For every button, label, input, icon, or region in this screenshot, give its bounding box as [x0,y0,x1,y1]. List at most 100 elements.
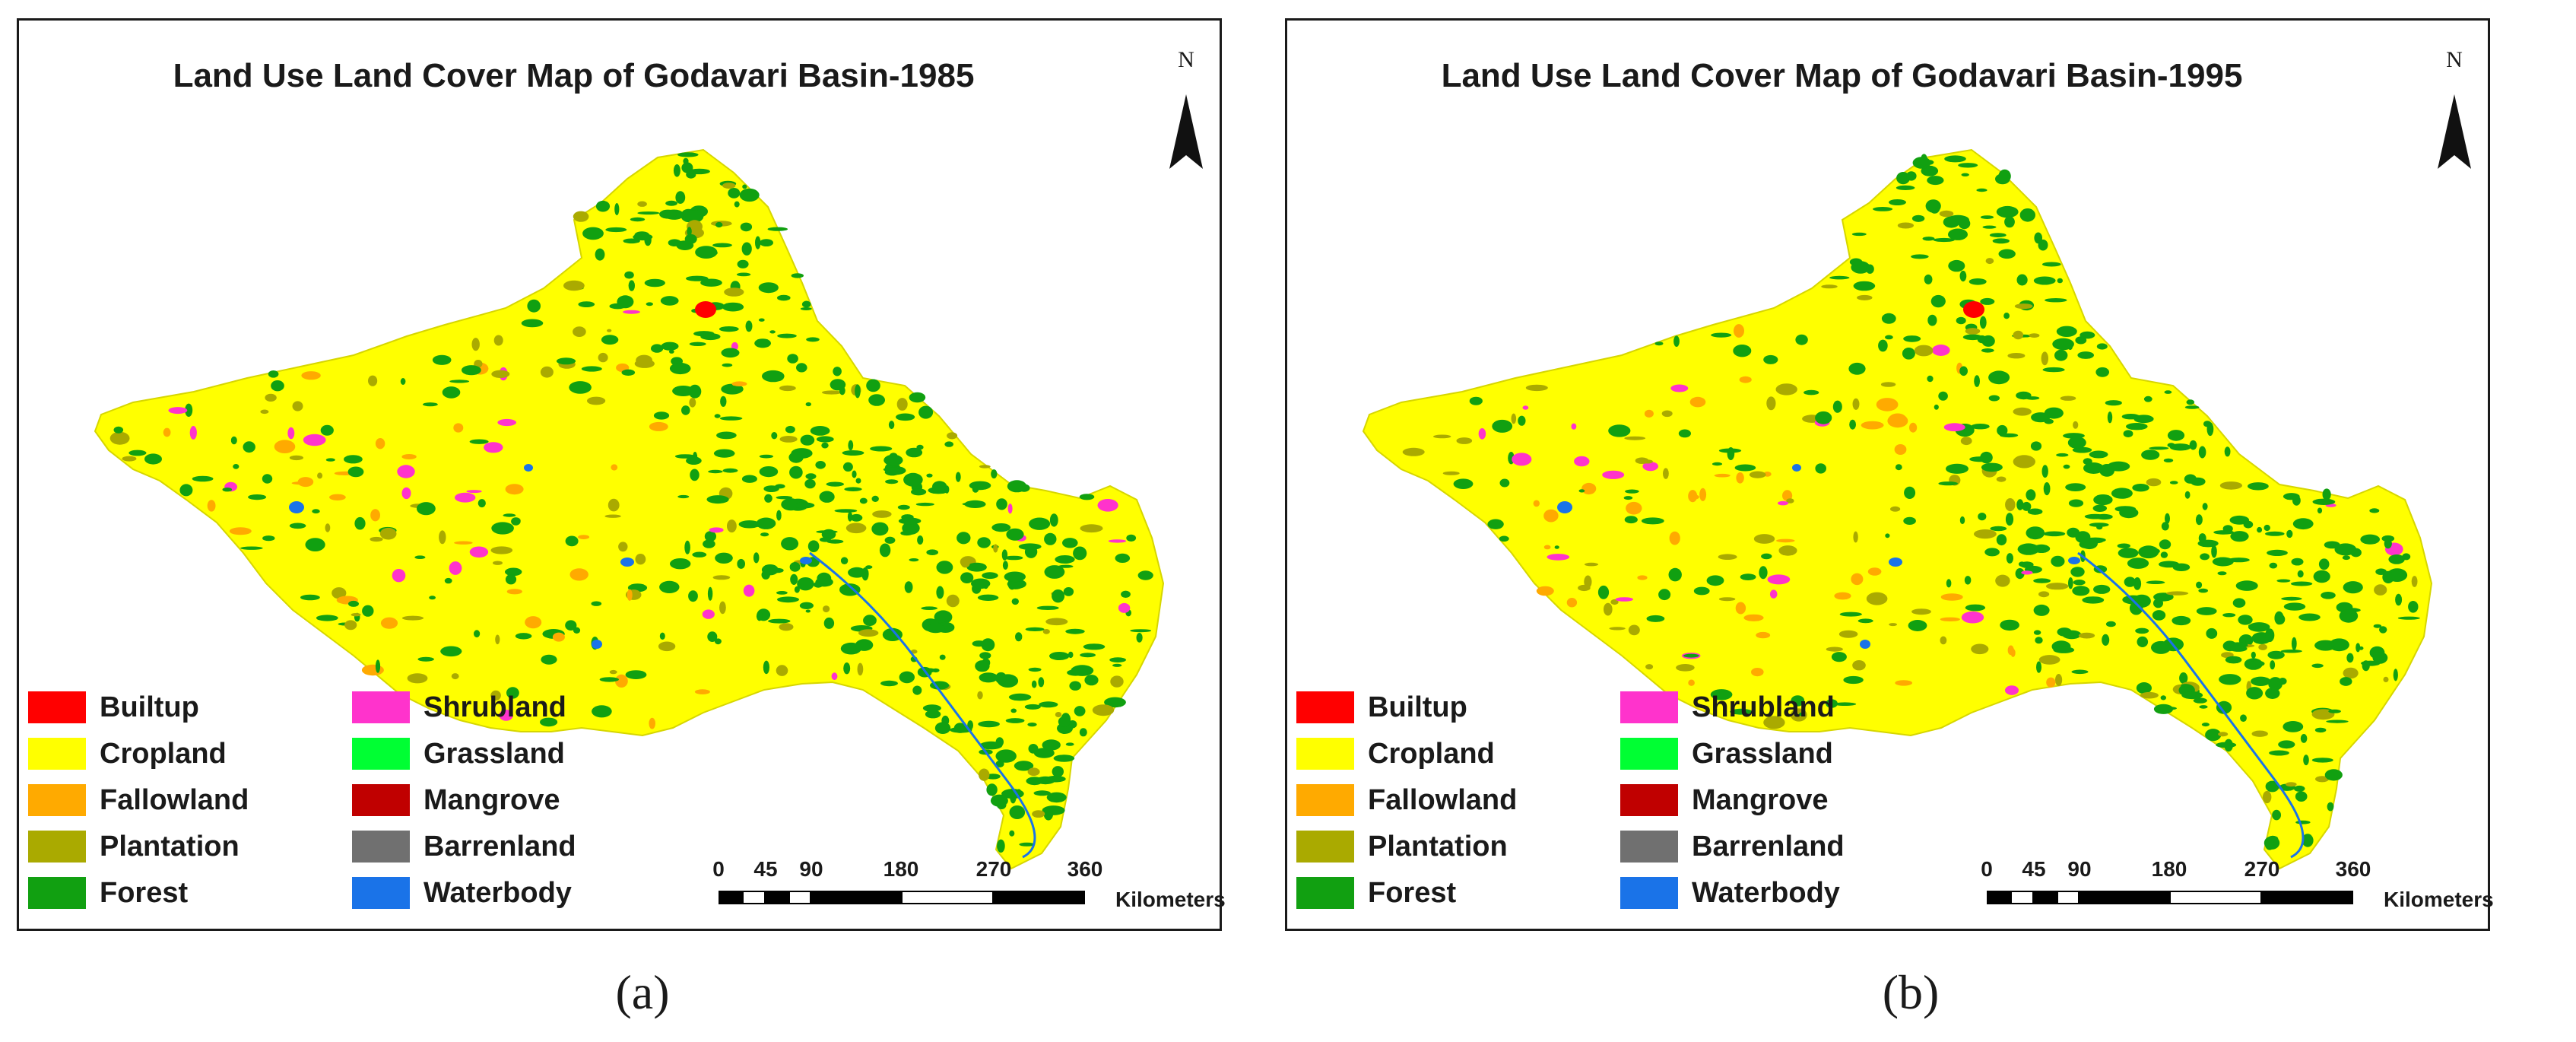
scale-tick-label: 270 [2244,857,2280,881]
basin-map [1362,148,2433,870]
scale-bar-segment [811,891,901,904]
legend-swatch [1296,738,1354,770]
north-label: N [1178,47,1194,72]
legend-item-shrubland: Shrubland [1620,690,1940,725]
legend-label: Forest [100,876,189,909]
scale-bar-segment [2034,891,2057,904]
legend-swatch [1620,877,1678,909]
legend-label: Mangrove [424,783,560,816]
scale-tick-label: 45 [753,857,778,881]
panel-caption-b: (b) [1882,965,1940,1019]
scale-bar-segment [2262,891,2353,904]
legend-swatch [1620,691,1678,723]
legend-label: Forest [1368,876,1457,909]
legend-label: Barrenland [424,830,576,863]
legend-item-barrenland: Barrenland [1620,829,1940,864]
legend-item-grassland: Grassland [352,736,671,771]
scale-units: Kilometers [2384,888,2494,911]
legend-item-builtup: Builtup [1296,690,1620,725]
basin-outline [94,148,1165,870]
legend-label: Cropland [1368,737,1495,770]
legend-label: Plantation [1368,830,1508,863]
scale-bar-segment [719,891,742,904]
map-panel-b: Land Use Land Cover Map of Godavari Basi… [1285,18,2494,931]
legend-label: Mangrove [1692,783,1829,816]
legend-swatch [28,738,86,770]
scale-bar-segment [2010,891,2034,904]
map-panel-a: Land Use Land Cover Map of Godavari Basi… [17,18,1226,931]
scale-bar-segment [994,891,1085,904]
north-arrow-icon: N [1156,47,1217,176]
north-arrow-icon: N [2424,47,2485,176]
north-label: N [2446,47,2463,72]
legend-item-forest: Forest [28,875,352,910]
scale-bar-segment [2080,891,2169,904]
scale-bar-segment [2057,891,2080,904]
legend-item-forest: Forest [1296,875,1620,910]
legend-item-barrenland: Barrenland [352,829,671,864]
scale-bar-segment [2169,891,2262,904]
legend-item-fallowland: Fallowland [1296,783,1620,818]
legend-swatch [1296,784,1354,816]
scale-tick-label: 360 [1067,857,1103,881]
legend-item-grassland: Grassland [1620,736,1940,771]
scale-bar-segment [788,891,811,904]
legend-item-shrubland: Shrubland [352,690,671,725]
scale-bar-segment [901,891,994,904]
land-cover-patches [1402,154,2420,859]
legend-swatch [1620,738,1678,770]
legend: Builtup Shrubland Cropland Grassland Fallowl… [28,690,671,910]
legend-swatch [28,691,86,723]
scale-tick-label: 0 [712,857,725,881]
legend-item-plantation: Plantation [1296,829,1620,864]
legend-label: Shrubland [424,691,566,723]
legend-item-cropland: Cropland [1296,736,1620,771]
legend-label: Grassland [1692,737,1833,770]
scale-tick-label: 180 [883,857,919,881]
scale-tick-label: 0 [1981,857,1993,881]
legend-label: Fallowland [100,783,249,816]
legend-item-fallowland: Fallowland [28,783,352,818]
legend-label: Plantation [100,830,240,863]
land-cover-patches [109,152,1153,859]
legend-swatch [352,738,410,770]
legend-swatch [352,877,410,909]
legend-label: Barrenland [1692,830,1845,863]
legend-label: Builtup [100,691,199,723]
legend: Builtup Shrubland Cropland Grassland Fallowl… [1296,690,1940,910]
scale-bar-segment [742,891,766,904]
legend-label: Grassland [424,737,565,770]
scale-bar-segment [1987,891,2010,904]
legend-item-mangrove: Mangrove [352,783,671,818]
scale-tick-label: 180 [2151,857,2187,881]
map-title: Land Use Land Cover Map of Godavari Basi… [173,57,975,94]
legend-swatch [352,691,410,723]
legend-item-cropland: Cropland [28,736,352,771]
legend-swatch [28,831,86,863]
legend-label: Builtup [1368,691,1467,723]
scale-tick-label: 90 [2067,857,2092,881]
map-title: Land Use Land Cover Map of Godavari Basi… [1441,57,2243,94]
legend-swatch [1296,877,1354,909]
legend-item-waterbody: Waterbody [352,875,671,910]
scale-bar: 0 45 90 180 270 360 Kilometers [1981,857,2494,918]
legend-label: Waterbody [424,876,572,909]
legend-label: Waterbody [1692,876,1840,909]
legend-item-waterbody: Waterbody [1620,875,1940,910]
scale-tick-label: 360 [2335,857,2371,881]
scale-units: Kilometers [1115,888,1226,911]
legend-swatch [1620,784,1678,816]
basin-map [94,148,1165,870]
panel-caption-a: (a) [615,965,670,1019]
scale-tick-label: 270 [976,857,1012,881]
legend-swatch [1296,831,1354,863]
scale-bar: 0 45 90 180 270 360 Kilometers [712,857,1226,918]
legend-swatch [28,784,86,816]
legend-item-plantation: Plantation [28,829,352,864]
legend-label: Fallowland [1368,783,1518,816]
legend-swatch [1296,691,1354,723]
legend-label: Shrubland [1692,691,1835,723]
legend-label: Cropland [100,737,227,770]
legend-item-mangrove: Mangrove [1620,783,1940,818]
legend-swatch [1620,831,1678,863]
